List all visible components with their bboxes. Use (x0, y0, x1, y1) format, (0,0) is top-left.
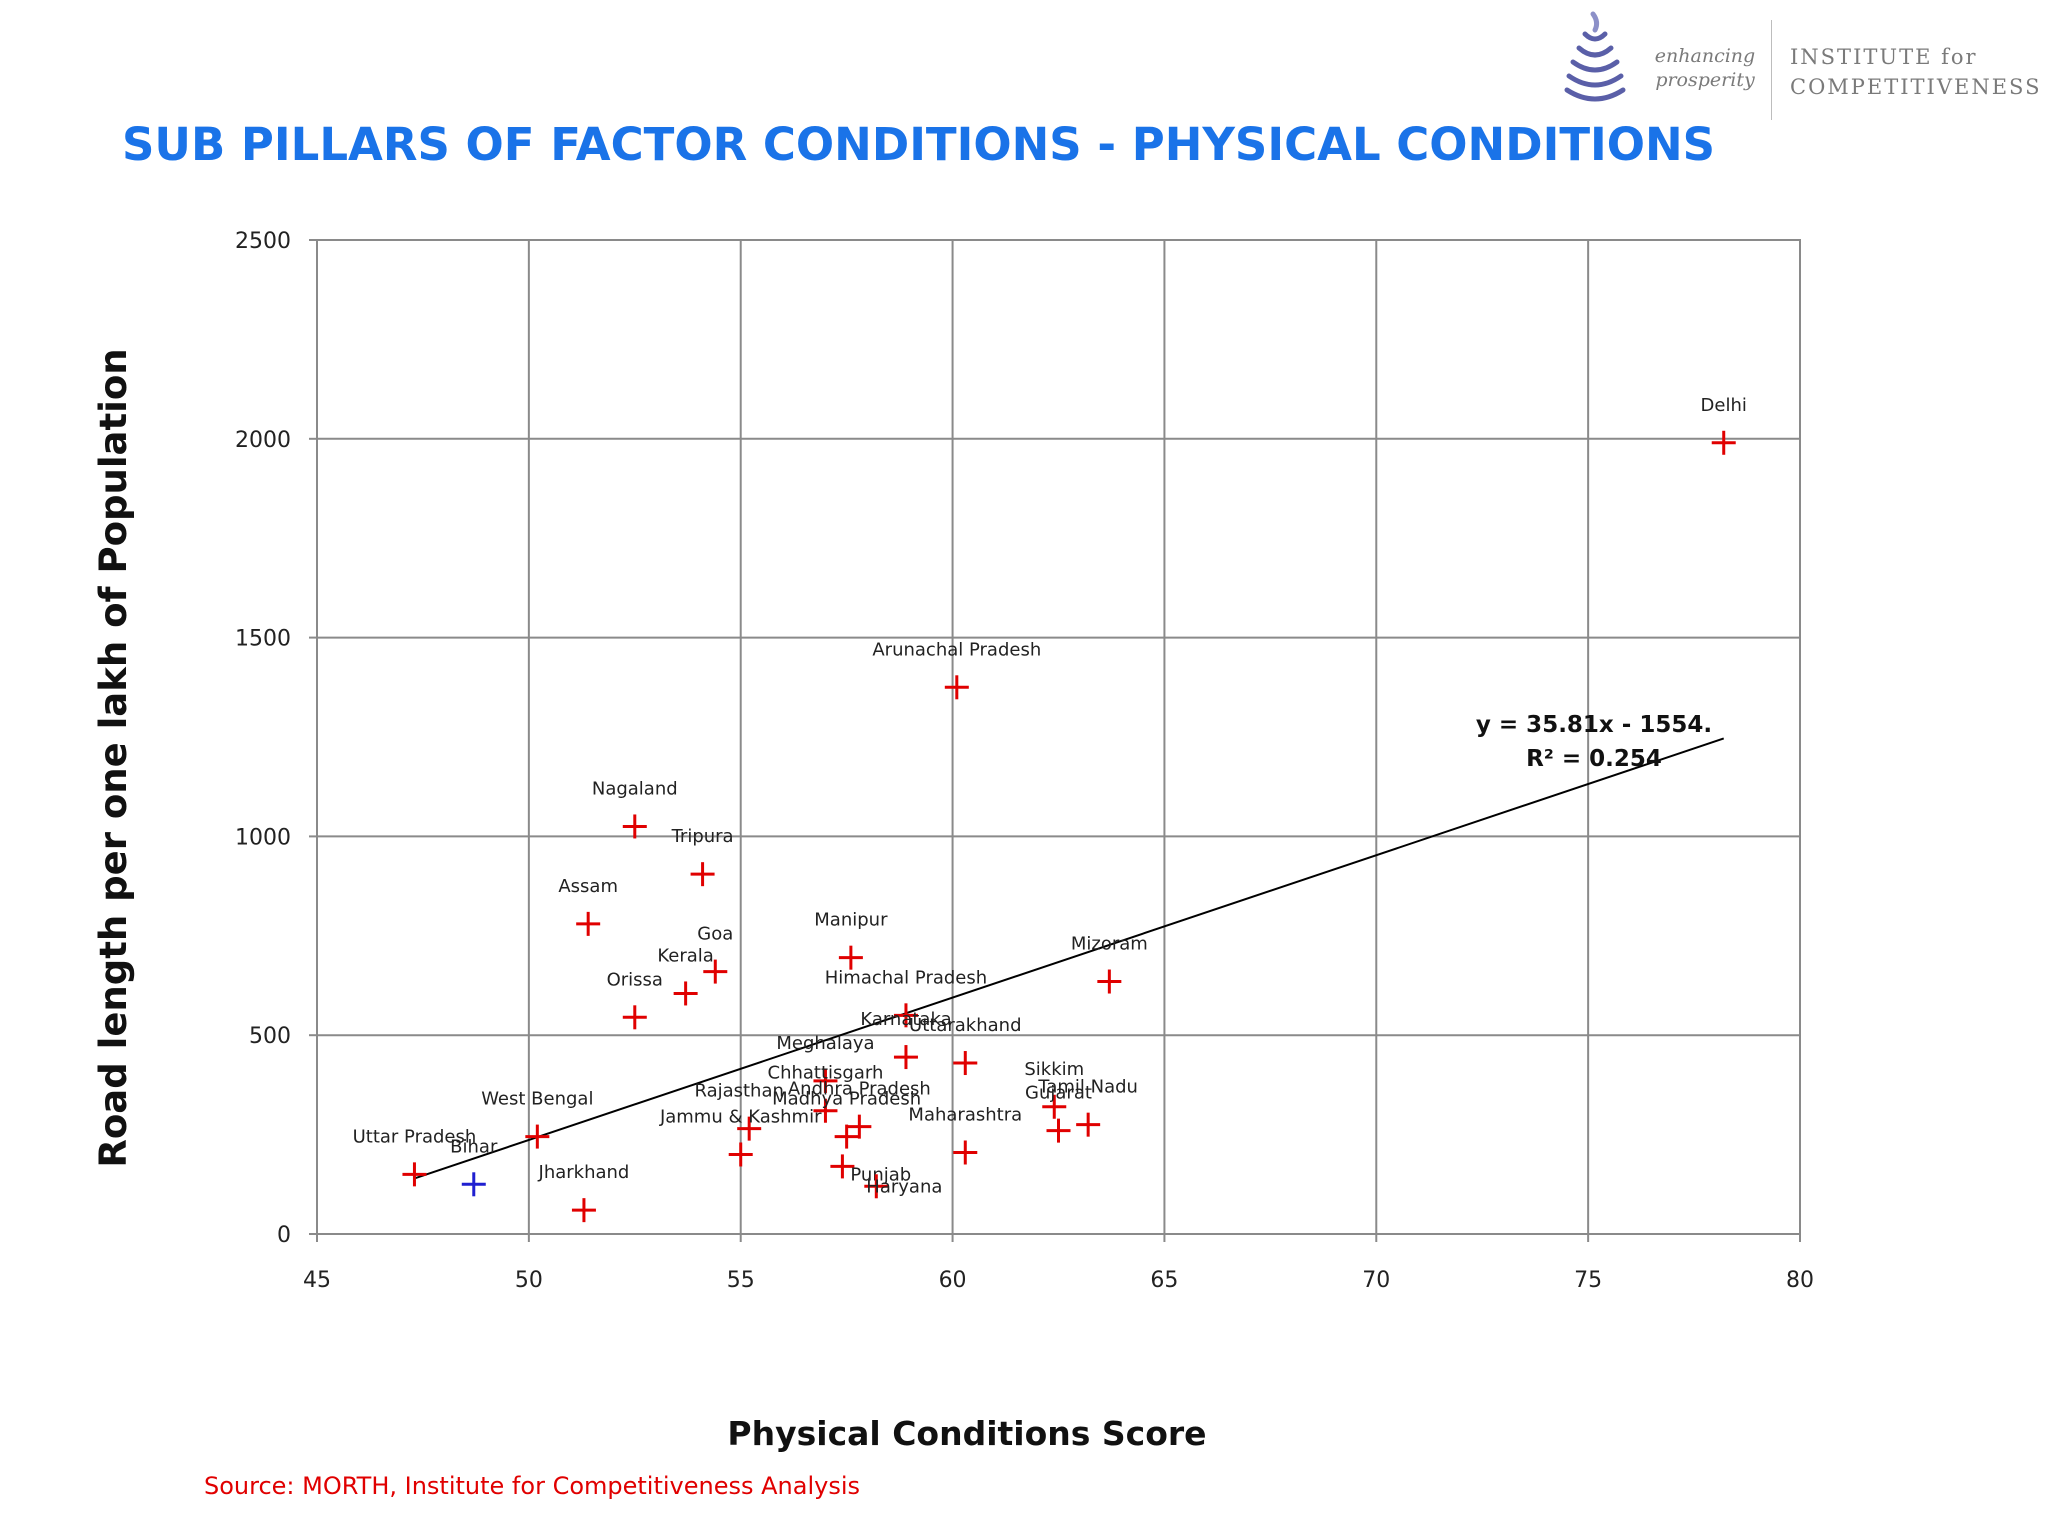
logo-tagline-line1: enhancing (1654, 45, 1756, 67)
trendline (414, 737, 1725, 1180)
data-point: Karnataka (860, 1009, 952, 1070)
data-point: Goa (697, 924, 733, 984)
point-label: Himachal Pradesh (825, 967, 987, 988)
point-label: Karnataka (860, 1009, 951, 1030)
data-point: Himachal Pradesh (825, 967, 987, 1028)
point-label: Bihar (450, 1136, 498, 1157)
trendline-equation: y = 35.81x - 1554. (1476, 712, 1712, 738)
point-label: Madhya Pradesh (772, 1089, 921, 1110)
data-point: Tamil Nadu (1037, 1077, 1138, 1137)
x-tick-label: 50 (515, 1268, 543, 1293)
logo-name-line2: COMPETITIVENESS (1790, 75, 2042, 99)
point-label: Uttarakhand (909, 1015, 1021, 1036)
point-label: Assam (558, 876, 618, 897)
data-point: Uttarakhand (909, 1015, 1022, 1076)
data-point: Assam (558, 876, 618, 936)
institute-logo (1564, 11, 1626, 102)
y-tick-label: 1000 (235, 825, 291, 850)
data-point: Madhya Pradesh (772, 1089, 921, 1149)
data-point: Tripura (671, 826, 734, 887)
data-point: Punjab (830, 1154, 911, 1185)
x-tick-label: 70 (1362, 1268, 1390, 1293)
data-point: Arunachal Pradesh (872, 639, 1041, 700)
data-point: Chhattisgarh (768, 1063, 884, 1123)
data-point: Gujarat (1025, 1083, 1092, 1143)
y-tick-label: 0 (277, 1223, 291, 1248)
data-point: Uttar Pradesh (353, 1126, 477, 1187)
point-label: Jharkhand (538, 1162, 630, 1183)
y-tick-label: 500 (249, 1024, 291, 1049)
data-point: Orissa (607, 969, 663, 1030)
x-tick-label: 80 (1786, 1268, 1814, 1293)
data-point: Jharkhand (538, 1162, 630, 1223)
data-point: Andhra Pradesh (788, 1079, 931, 1139)
x-tick-label: 60 (939, 1268, 967, 1293)
data-point: Kerala (657, 945, 714, 1006)
y-tick-label: 2000 (235, 428, 291, 453)
point-label: Uttar Pradesh (353, 1126, 477, 1147)
data-point: Rajasthan (694, 1081, 784, 1141)
point-label: Kerala (657, 945, 713, 966)
data-point: West Bengal (481, 1089, 593, 1149)
data-points: Delhi Arunachal Pradesh Nagaland Tripura Ass… (353, 395, 1747, 1223)
x-tick-label: 65 (1150, 1268, 1178, 1293)
logo-name-line1: INSTITUTE for (1790, 45, 1978, 69)
data-point: Delhi (1701, 395, 1747, 455)
data-point: Maharashtra (908, 1104, 1022, 1165)
point-label: Manipur (814, 910, 888, 931)
point-label: Tamil Nadu (1037, 1077, 1138, 1098)
point-label: Meghalaya (776, 1033, 874, 1054)
plot-frame (316, 239, 1801, 1235)
logo-tagline-line2: prosperity (1655, 69, 1755, 91)
point-label: Tripura (671, 826, 734, 847)
logo-name: INSTITUTE for COMPETITIVENESS (1790, 42, 2041, 102)
logo-tagline: enhancing prosperity (1645, 44, 1765, 92)
point-label: Andhra Pradesh (788, 1079, 931, 1100)
source-note: Source: MORTH, Institute for Competitive… (204, 1472, 861, 1500)
x-tick-label: 55 (727, 1268, 755, 1293)
point-label: Maharashtra (908, 1104, 1022, 1125)
y-axis-title: Road length per one lakh of Population (92, 348, 135, 1167)
point-label: West Bengal (481, 1089, 593, 1110)
axis-ticks: 45 50 55 60 65 70 75 80 0 500 1000 1500 2000 2500 (235, 229, 1814, 1293)
point-label: Orissa (607, 969, 663, 990)
data-point: Manipur (814, 910, 888, 970)
logo-divider (1771, 20, 1772, 120)
point-label: Haryana (866, 1176, 942, 1197)
data-point: Nagaland (592, 778, 678, 839)
data-point: Meghalaya (776, 1033, 875, 1093)
point-label: Arunachal Pradesh (872, 639, 1041, 660)
page-title: SUB PILLARS OF FACTOR CONDITIONS - PHYSI… (122, 118, 1716, 171)
data-point: Jammu & Kashmir (659, 1106, 822, 1167)
y-tick-label: 1500 (235, 627, 291, 652)
trendline-r-squared: R² = 0.254 (1526, 746, 1662, 772)
point-label: Gujarat (1025, 1083, 1092, 1104)
leaf-emblem-icon (1564, 11, 1626, 102)
point-label: Sikkim (1024, 1059, 1084, 1080)
y-tick-label: 2500 (235, 229, 291, 254)
data-point: Mizoram (1071, 934, 1148, 994)
point-label: Delhi (1701, 395, 1747, 416)
x-tick-label: 75 (1574, 1268, 1602, 1293)
point-label: Mizoram (1071, 934, 1148, 955)
point-label: Rajasthan (694, 1081, 783, 1102)
point-label: Punjab (850, 1164, 911, 1185)
point-label: Goa (697, 924, 733, 945)
data-point: Haryana (864, 1174, 942, 1199)
point-label: Chhattisgarh (768, 1063, 884, 1084)
data-point: Bihar (450, 1136, 498, 1197)
point-label: Jammu & Kashmir (659, 1106, 822, 1127)
data-point: Sikkim (1024, 1059, 1084, 1119)
point-label: Nagaland (592, 778, 678, 799)
x-tick-label: 45 (303, 1268, 331, 1293)
x-axis-title: Physical Conditions Score (727, 1414, 1206, 1453)
